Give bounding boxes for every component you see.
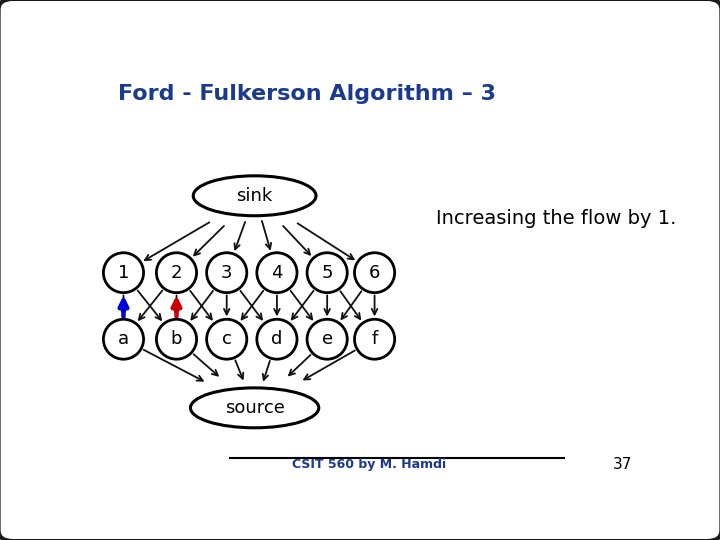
Ellipse shape — [156, 319, 197, 359]
Text: c: c — [222, 330, 232, 348]
Ellipse shape — [307, 319, 347, 359]
Text: 5: 5 — [321, 264, 333, 282]
Ellipse shape — [354, 253, 395, 293]
Text: 37: 37 — [613, 457, 633, 472]
Ellipse shape — [257, 253, 297, 293]
Ellipse shape — [156, 253, 197, 293]
Text: e: e — [322, 330, 333, 348]
Text: CSIT 560 by M. Hamdi: CSIT 560 by M. Hamdi — [292, 458, 446, 471]
Text: b: b — [171, 330, 182, 348]
Ellipse shape — [307, 253, 347, 293]
Text: a: a — [118, 330, 129, 348]
Ellipse shape — [104, 253, 143, 293]
Text: 6: 6 — [369, 264, 380, 282]
Ellipse shape — [104, 319, 143, 359]
Ellipse shape — [193, 176, 316, 216]
Ellipse shape — [190, 388, 319, 428]
Ellipse shape — [207, 319, 247, 359]
Text: 3: 3 — [221, 264, 233, 282]
Text: Increasing the flow by 1.: Increasing the flow by 1. — [436, 209, 676, 228]
Ellipse shape — [257, 319, 297, 359]
Text: 1: 1 — [118, 264, 129, 282]
Text: f: f — [372, 330, 378, 348]
Text: sink: sink — [236, 187, 273, 205]
Ellipse shape — [207, 253, 247, 293]
Text: 2: 2 — [171, 264, 182, 282]
Text: Ford - Fulkerson Algorithm – 3: Ford - Fulkerson Algorithm – 3 — [118, 84, 496, 104]
Text: d: d — [271, 330, 283, 348]
Ellipse shape — [354, 319, 395, 359]
Text: source: source — [225, 399, 284, 417]
Text: 4: 4 — [271, 264, 283, 282]
